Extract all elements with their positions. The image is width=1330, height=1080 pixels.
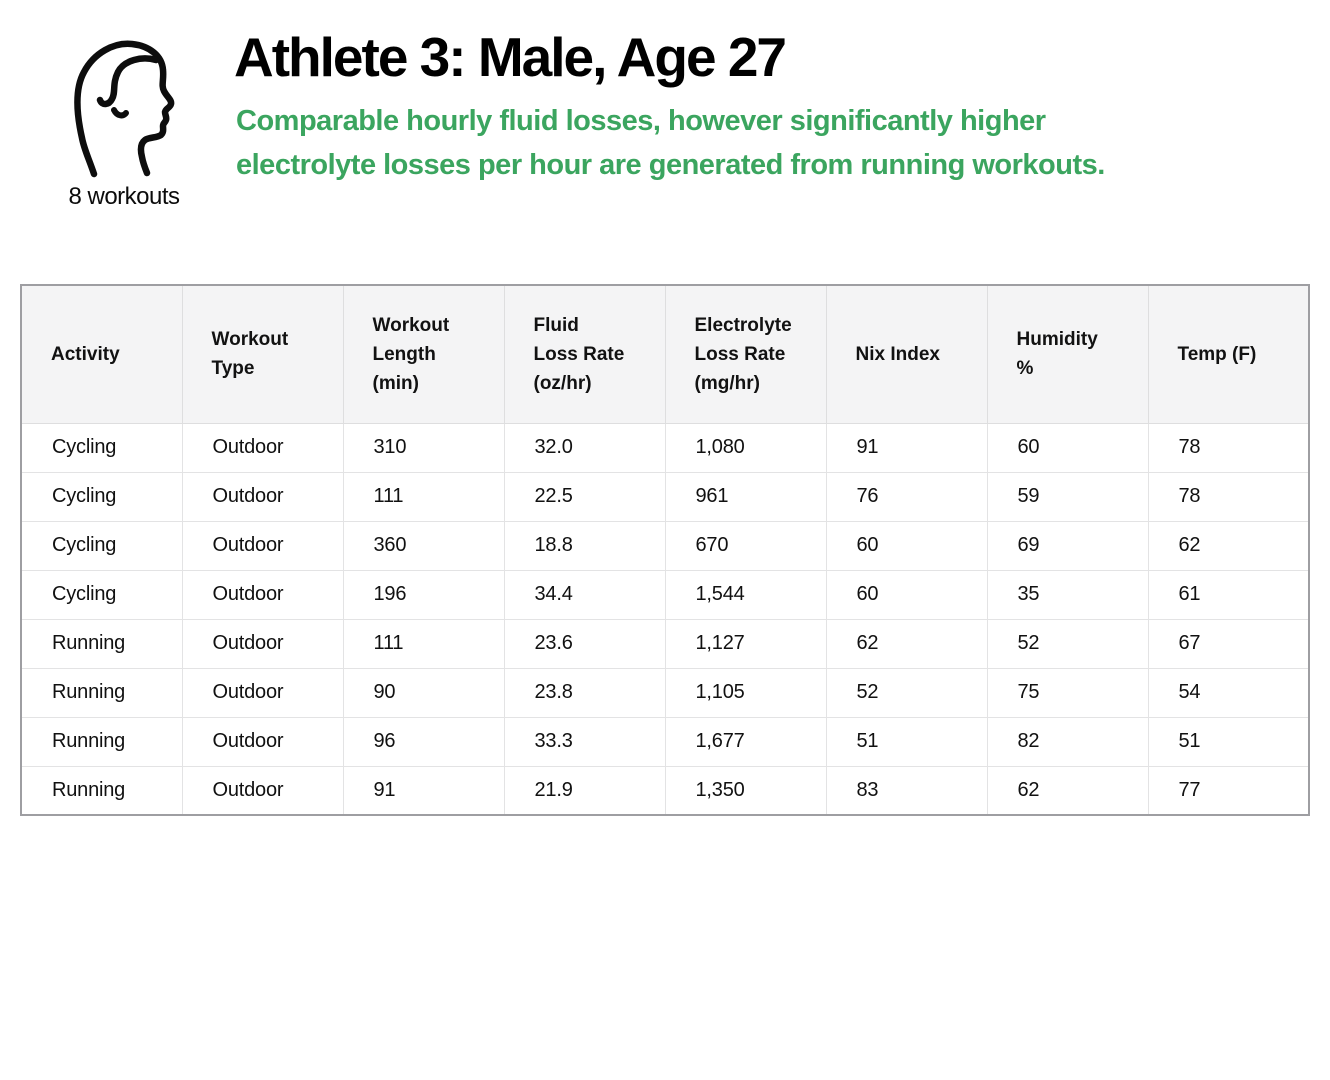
table-cell: 32.0: [503, 422, 666, 473]
table-cell: 78: [1147, 422, 1310, 473]
column-header: Activity: [20, 284, 183, 424]
table-row: Cycling Outdoor 196 34.4 1,544 60 35 61: [20, 569, 1310, 620]
workout-count-label: 8 workouts: [68, 183, 180, 210]
table-cell: 1,127: [664, 618, 827, 669]
table-cell: 62: [825, 618, 988, 669]
table-cell: 35: [986, 569, 1149, 620]
table-cell: 62: [986, 765, 1149, 816]
table-cell: 23.6: [503, 618, 666, 669]
table-cell: Running: [20, 765, 183, 816]
column-header: Temp (F): [1147, 284, 1310, 424]
table-row: Running Outdoor 96 33.3 1,677 51 82 51: [20, 716, 1310, 767]
table-cell: 76: [825, 471, 988, 522]
table-cell: 310: [342, 422, 505, 473]
table-cell: 23.8: [503, 667, 666, 718]
athlete-badge: 8 workouts: [58, 24, 190, 210]
table-body: Cycling Outdoor 310 32.0 1,080 91 60 78 Cycling O…: [20, 422, 1310, 816]
table-cell: Cycling: [20, 520, 183, 571]
page-title: Athlete 3: Male, Age 27: [234, 26, 787, 88]
table-cell: Running: [20, 667, 183, 718]
table-cell: Outdoor: [181, 520, 344, 571]
table-cell: 60: [825, 520, 988, 571]
table-cell: 91: [342, 765, 505, 816]
column-header: Electrolyte Loss Rate (mg/hr): [664, 284, 827, 424]
table-cell: 670: [664, 520, 827, 571]
table-header-row: Activity Workout Type Workout Length (min)…: [20, 284, 1310, 424]
table-cell: 52: [825, 667, 988, 718]
table-cell: 33.3: [503, 716, 666, 767]
table-cell: Outdoor: [181, 667, 344, 718]
table-cell: Outdoor: [181, 569, 344, 620]
table-cell: 90: [342, 667, 505, 718]
table-cell: 69: [986, 520, 1149, 571]
table-cell: 62: [1147, 520, 1310, 571]
table-cell: 78: [1147, 471, 1310, 522]
table-cell: 1,080: [664, 422, 827, 473]
table-row: Cycling Outdoor 111 22.5 961 76 59 78: [20, 471, 1310, 522]
table-cell: 75: [986, 667, 1149, 718]
table-cell: 22.5: [503, 471, 666, 522]
table-cell: Outdoor: [181, 471, 344, 522]
table-row: Running Outdoor 111 23.6 1,127 62 52 67: [20, 618, 1310, 669]
table-cell: Cycling: [20, 471, 183, 522]
table-cell: 67: [1147, 618, 1310, 669]
table-cell: Outdoor: [181, 618, 344, 669]
table-cell: 52: [986, 618, 1149, 669]
table-cell: 111: [342, 471, 505, 522]
page-subtitle: Comparable hourly fluid losses, however …: [236, 105, 1105, 181]
table-cell: 83: [825, 765, 988, 816]
table-cell: 59: [986, 471, 1149, 522]
column-header: Nix Index: [825, 284, 988, 424]
column-header: Humidity %: [986, 284, 1149, 424]
table-cell: Outdoor: [181, 422, 344, 473]
table-cell: Outdoor: [181, 716, 344, 767]
table-cell: 51: [1147, 716, 1310, 767]
table-cell: 77: [1147, 765, 1310, 816]
male-profile-icon: [74, 40, 175, 178]
table-header: Activity Workout Type Workout Length (min)…: [20, 284, 1310, 424]
table-cell: 21.9: [503, 765, 666, 816]
table-cell: 96: [342, 716, 505, 767]
table-cell: 360: [342, 520, 505, 571]
table-cell: Cycling: [20, 422, 183, 473]
hero-text: Athlete 3: Male, Age 27 Comparable hourl…: [234, 24, 1105, 187]
table-cell: 60: [986, 422, 1149, 473]
table-cell: 60: [825, 569, 988, 620]
table-cell: 34.4: [503, 569, 666, 620]
table-cell: 196: [342, 569, 505, 620]
table-cell: 51: [825, 716, 988, 767]
table-cell: 1,677: [664, 716, 827, 767]
table-cell: 111: [342, 618, 505, 669]
table-cell: 82: [986, 716, 1149, 767]
table-cell: 61: [1147, 569, 1310, 620]
table-cell: 1,105: [664, 667, 827, 718]
table-row: Running Outdoor 90 23.8 1,105 52 75 54: [20, 667, 1310, 718]
column-header: Workout Length (min): [342, 284, 505, 424]
table-cell: 1,350: [664, 765, 827, 816]
workout-data-table: Activity Workout Type Workout Length (min)…: [20, 284, 1310, 816]
table-cell: 91: [825, 422, 988, 473]
table-cell: Running: [20, 618, 183, 669]
table-cell: 54: [1147, 667, 1310, 718]
table-cell: Outdoor: [181, 765, 344, 816]
page-header: 8 workouts Athlete 3: Male, Age 27 Compa…: [58, 24, 1105, 210]
table-cell: 1,544: [664, 569, 827, 620]
table-row: Cycling Outdoor 360 18.8 670 60 69 62: [20, 520, 1310, 571]
table-cell: 961: [664, 471, 827, 522]
column-header: Workout Type: [181, 284, 344, 424]
table-cell: Running: [20, 716, 183, 767]
table-row: Cycling Outdoor 310 32.0 1,080 91 60 78: [20, 422, 1310, 473]
column-header: Fluid Loss Rate (oz/hr): [503, 284, 666, 424]
table-cell: 18.8: [503, 520, 666, 571]
table-row: Running Outdoor 91 21.9 1,350 83 62 77: [20, 765, 1310, 816]
table-cell: Cycling: [20, 569, 183, 620]
